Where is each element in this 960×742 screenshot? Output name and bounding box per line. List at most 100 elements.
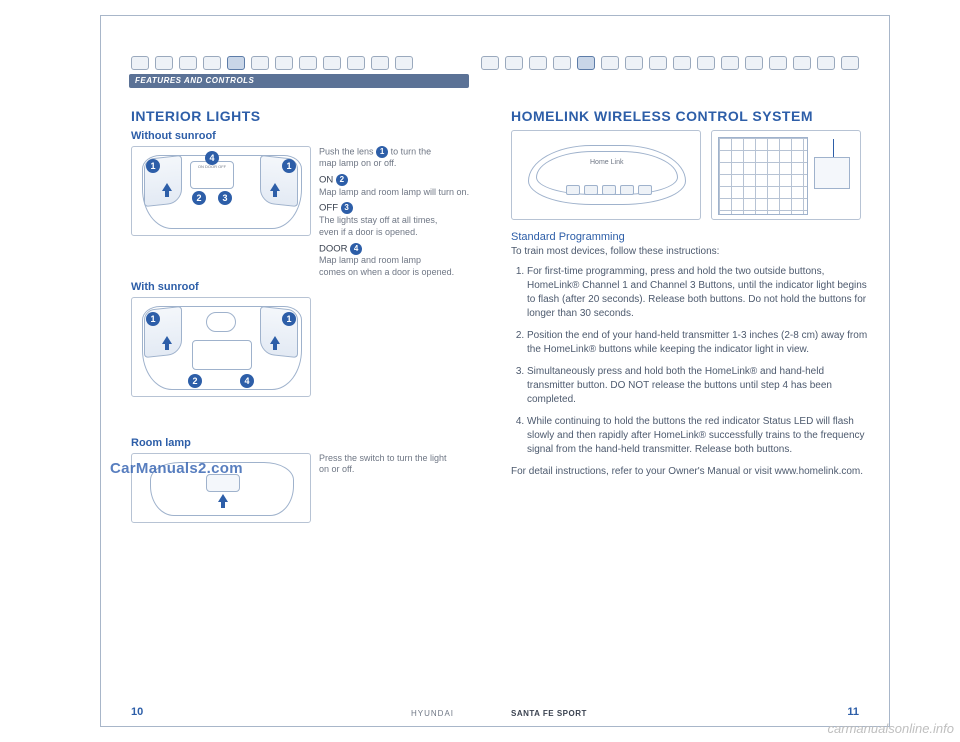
switch-block: ON DOOR OFF [190,161,234,189]
nav-icon [395,56,413,70]
diagram-without-sunroof: ON DOOR OFF 1 1 2 3 4 [131,146,311,236]
nav-icon [481,56,499,70]
footer-brand: HYUNDAI [411,709,454,718]
nav-icon [505,56,523,70]
door-description-2: comes on when a door is opened. [319,267,479,279]
top-icon-row-right [481,56,859,70]
right-column: HOMELINK WIRELESS CONTROL SYSTEM Home Li… [511,108,871,485]
push-lens-text3: map lamp on or off. [319,158,479,170]
nav-icon-active [227,56,245,70]
callout-1-icon: 1 [282,159,296,173]
top-icon-row-left [131,56,413,70]
footer-model: SANTA FE SPORT [511,709,587,718]
programming-intro: To train most devices, follow these inst… [511,246,719,257]
nav-icon [793,56,811,70]
diagram-with-sunroof: 1 1 2 4 [131,297,311,397]
nav-icon [601,56,619,70]
nav-icon [769,56,787,70]
nav-icon [131,56,149,70]
site-watermark: carmanualsonline.info [828,721,954,736]
door-description-1: Map lamp and room lamp [319,255,479,267]
programming-steps: For first-time programming, press and ho… [511,265,871,457]
leader-line [833,139,834,157]
nav-icon [625,56,643,70]
step-2: Position the end of your hand-held trans… [527,329,871,357]
without-sunroof-heading: Without sunroof [131,130,491,142]
callout-3-icon: 3 [218,191,232,205]
off-description-2: even if a door is opened. [319,227,479,239]
on-description: Map lamp and room lamp will turn on. [319,187,479,199]
homelink-btn-icon [620,185,634,195]
door-label: DOOR [319,243,348,254]
nav-icon [251,56,269,70]
nav-icon [673,56,691,70]
off-label: OFF [319,203,338,214]
mirror-homelink-label: Home Link [590,159,623,166]
nav-icon [841,56,859,70]
callout-2-icon: 2 [188,374,202,388]
nav-icon [745,56,763,70]
room-lamp-desc-2: on or off. [319,464,479,476]
callout-3-icon: 3 [341,202,353,214]
diagram-garage-opener [711,130,861,220]
arrow-up-icon [162,336,172,350]
nav-icon [371,56,389,70]
arrow-up-icon [270,183,280,197]
callout-1-icon: 1 [146,312,160,326]
homelink-buttons [566,185,652,195]
garage-opener-unit [814,157,850,189]
without-sunroof-text: Push the lens 1 to turn the map lamp on … [319,146,479,279]
callout-2-icon: 2 [336,174,348,186]
callout-4-icon: 4 [350,243,362,255]
nav-icon [275,56,293,70]
page-number-right: 11 [847,706,859,718]
standard-programming-heading: Standard Programming [511,231,625,243]
nav-icon [553,56,571,70]
diagram-mirror: Home Link [511,130,701,220]
nav-icon [529,56,547,70]
nav-icon [817,56,835,70]
nav-icon [203,56,221,70]
section-header-bar: FEATURES AND CONTROLS [129,74,469,88]
nav-icon [179,56,197,70]
sunroof-switch-block [192,340,252,370]
nav-icon [323,56,341,70]
push-lens-text: Push the lens [319,146,374,156]
with-sunroof-heading: With sunroof [131,281,491,293]
callout-4-icon: 4 [205,151,219,165]
homelink-btn-icon [566,185,580,195]
homelink-heading: HOMELINK WIRELESS CONTROL SYSTEM [511,108,871,124]
room-lamp-text: Press the switch to turn the light on or… [319,453,479,476]
page-frame: FEATURES AND CONTROLS INTERIOR LIGHTS Wi… [100,15,890,727]
arrow-up-icon [162,183,172,197]
nav-icon-active [577,56,595,70]
room-lamp-desc-1: Press the switch to turn the light [319,453,479,465]
arrow-up-icon [218,494,228,508]
garage-ceiling-grid [718,137,808,215]
nav-icon [299,56,317,70]
callout-4-icon: 4 [240,374,254,388]
callout-1-icon: 1 [282,312,296,326]
nav-icon [649,56,667,70]
homelink-btn-icon [584,185,598,195]
arrow-up-icon [270,336,280,350]
homelink-btn-icon [638,185,652,195]
callout-1-icon: 1 [376,146,388,158]
push-lens-text2: to turn the [391,146,432,156]
step-3: Simultaneously press and hold both the H… [527,365,871,407]
programming-outro: For detail instructions, refer to your O… [511,465,871,479]
nav-icon [347,56,365,70]
sunroof-toggle [206,312,236,332]
callout-1-icon: 1 [146,159,160,173]
off-description-1: The lights stay off at all times, [319,215,479,227]
step-1: For first-time programming, press and ho… [527,265,871,321]
nav-icon [155,56,173,70]
nav-icon [697,56,715,70]
step-4: While continuing to hold the buttons the… [527,415,871,457]
homelink-btn-icon [602,185,616,195]
page-number-left: 10 [131,706,143,718]
callout-2-icon: 2 [192,191,206,205]
nav-icon [721,56,739,70]
watermark-text: CarManuals2.com [110,460,243,477]
on-label: ON [319,174,333,185]
